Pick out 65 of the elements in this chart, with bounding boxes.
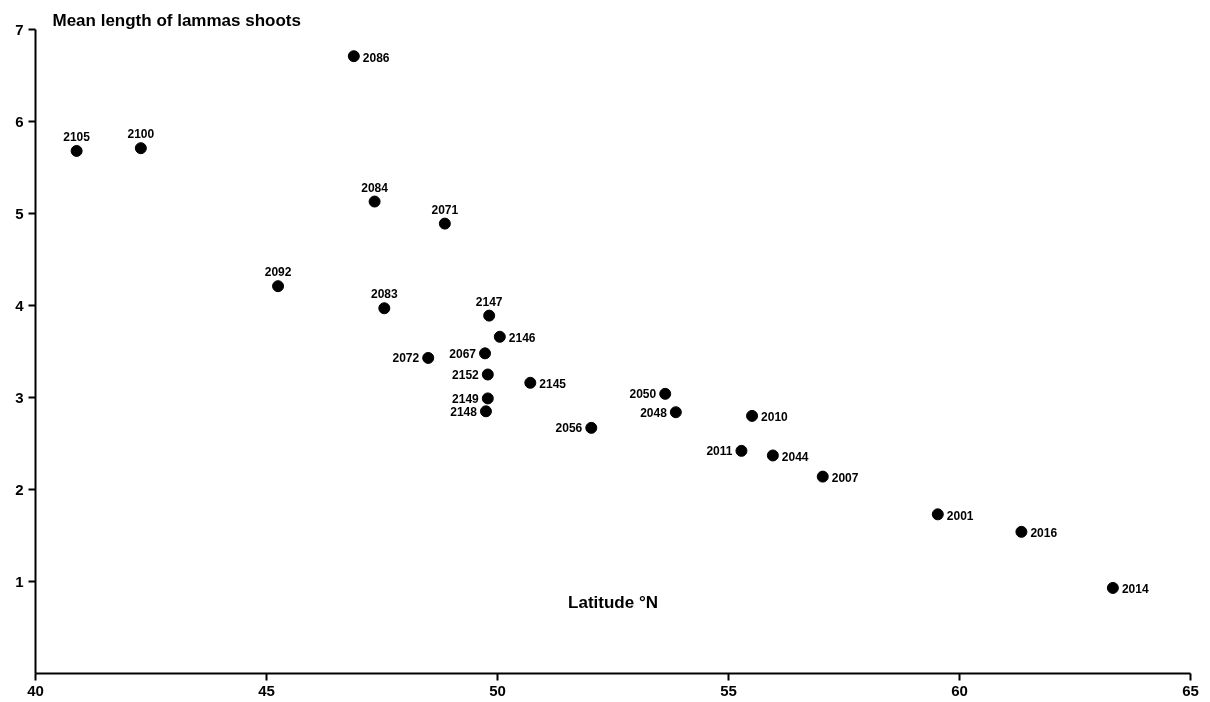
- annotation: 2084: [361, 180, 389, 195]
- y-tick-label: 7: [15, 20, 24, 38]
- point: [524, 376, 537, 389]
- annotation: 2048: [640, 405, 668, 420]
- point: [422, 351, 435, 364]
- annotation: 2014: [1121, 582, 1149, 597]
- point: [735, 444, 748, 457]
- x-axis-title: Latitude °N: [568, 592, 658, 612]
- y-tick-label: 6: [15, 112, 24, 130]
- point: [931, 508, 944, 521]
- annotation: 2147: [475, 294, 503, 309]
- annotation: 2007: [831, 471, 859, 486]
- point: [746, 409, 759, 422]
- point: [438, 217, 451, 230]
- x-tick-label: 60: [951, 681, 968, 699]
- point: [347, 50, 360, 63]
- point: [816, 470, 829, 483]
- point: [766, 449, 779, 462]
- point: [134, 142, 147, 155]
- annotation: 2010: [761, 410, 789, 425]
- annotation: 2149: [452, 391, 480, 406]
- annotation: 2067: [449, 346, 477, 361]
- y-tick-label: 1: [15, 572, 24, 590]
- y-tick-label: 2: [15, 480, 24, 498]
- x-tick-label: 50: [489, 681, 506, 699]
- annotation: 2092: [264, 265, 292, 280]
- point: [585, 421, 598, 434]
- annotation: 2105: [63, 129, 91, 144]
- y-tick-label: 5: [15, 204, 24, 222]
- annotation: 2086: [362, 50, 390, 65]
- annotation: 2148: [450, 404, 478, 419]
- point: [368, 195, 381, 208]
- point: [669, 406, 682, 419]
- annotation: 2016: [1030, 526, 1058, 541]
- point: [479, 405, 492, 418]
- annotation: 2146: [508, 331, 536, 346]
- annotation: 2072: [392, 351, 420, 366]
- annotation: 2145: [539, 377, 567, 392]
- x-tick-label: 40: [27, 681, 44, 699]
- point: [272, 280, 285, 293]
- annotation: 2056: [555, 421, 583, 436]
- point: [493, 330, 506, 343]
- point: [70, 144, 83, 157]
- annotation: 2083: [370, 287, 398, 302]
- point: [378, 302, 391, 315]
- x-tick-label: 65: [1182, 681, 1199, 699]
- annotation: 2152: [452, 368, 480, 382]
- annotation: 2011: [706, 444, 733, 459]
- annotation: 2071: [431, 202, 459, 217]
- annotation: 2001: [946, 508, 974, 523]
- annotation: 2100: [127, 127, 155, 142]
- point: [481, 368, 494, 381]
- point: [483, 309, 496, 322]
- annotation: 2044: [781, 449, 809, 464]
- point: [1015, 525, 1028, 538]
- point: [659, 387, 672, 400]
- annotation: 2050: [629, 387, 657, 402]
- x-tick-label: 45: [258, 681, 275, 699]
- point: [481, 392, 494, 405]
- chart-title: Mean length of lammas shoots: [52, 10, 301, 30]
- point: [479, 347, 492, 360]
- y-tick-label: 4: [15, 296, 25, 314]
- point: [1106, 581, 1119, 594]
- y-tick-label: 3: [15, 388, 24, 406]
- x-tick-label: 55: [720, 681, 737, 699]
